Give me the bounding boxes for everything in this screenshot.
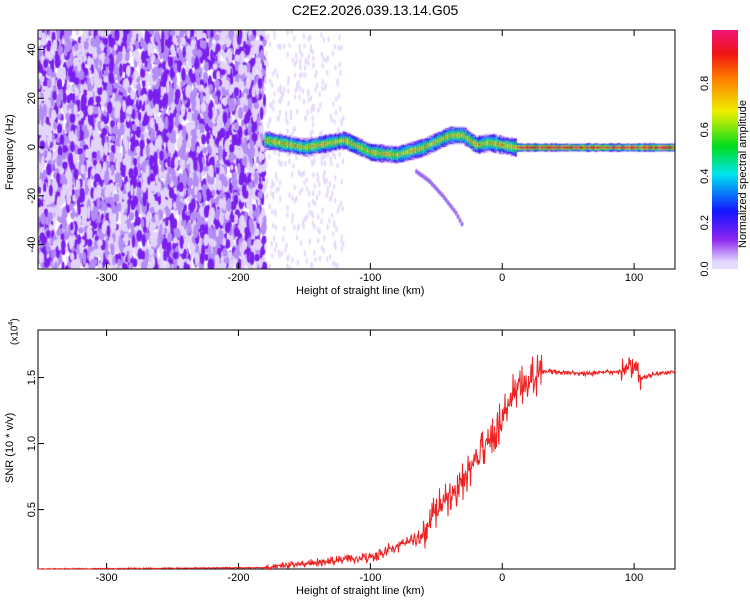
y-tick-label: 1.5 <box>26 370 38 385</box>
top-xlabel: Height of straight line (km) <box>296 285 425 297</box>
bottom-ylabel: SNR (10 * v/v) <box>4 412 16 483</box>
top-ylabel: Frequency (Hz) <box>4 114 16 190</box>
y-scale-label: (x104) <box>8 318 21 345</box>
bottom-frame <box>37 329 676 570</box>
y-tick-label: 0 <box>26 144 38 150</box>
y-tick-label: -20 <box>26 188 38 204</box>
x-tick-label: 0 <box>499 272 505 284</box>
colorbar-tick-label: 0.2 <box>699 215 711 230</box>
x-tick-label: 100 <box>625 572 643 584</box>
bottom-xlabel: Height of straight line (km) <box>296 585 425 597</box>
x-tick-label: -100 <box>359 272 381 284</box>
colorbar-tick-label: 0.0 <box>699 261 711 276</box>
colorbar-tick-label: 0.8 <box>699 76 711 91</box>
colorbar-tick-label: 0.4 <box>699 169 711 184</box>
snr-series-line <box>37 354 676 571</box>
y-tick-label: 1.0 <box>26 436 38 451</box>
x-tick-label: -200 <box>227 572 249 584</box>
x-tick-label: 100 <box>625 272 643 284</box>
colorbar <box>712 30 738 269</box>
x-tick-label: -200 <box>227 272 249 284</box>
x-tick-label: -300 <box>96 272 118 284</box>
y-tick-label: 20 <box>26 92 38 104</box>
x-tick-label: 0 <box>499 572 505 584</box>
y-tick-label: 40 <box>26 43 38 55</box>
chart-title: C2E2.2026.039.13.14.G05 <box>291 2 459 18</box>
x-tick-label: -300 <box>96 572 118 584</box>
y-tick-label: -40 <box>26 237 38 253</box>
top-frame <box>37 29 676 270</box>
spectrogram-heatmap <box>38 30 675 269</box>
x-tick-label: -100 <box>359 572 381 584</box>
y-tick-label: 0.5 <box>26 502 38 517</box>
colorbar-label: Normalized spectral amplitude <box>737 100 749 248</box>
colorbar-tick-label: 0.6 <box>699 122 711 137</box>
